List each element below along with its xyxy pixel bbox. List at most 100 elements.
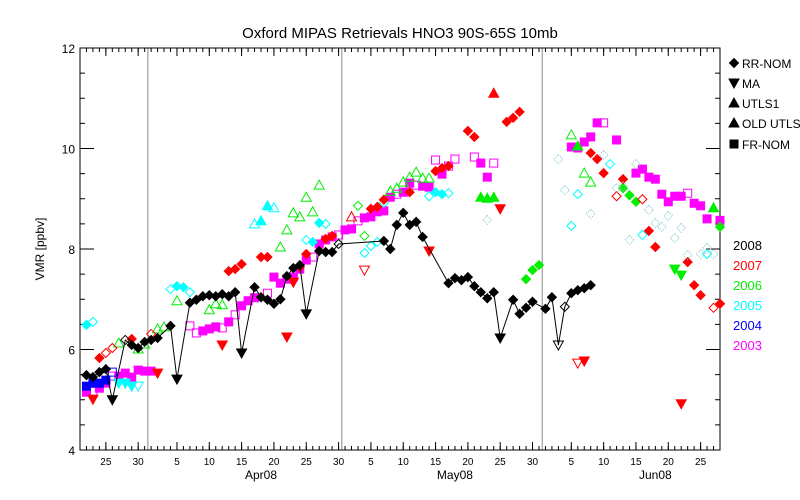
- diamond-marker: [708, 248, 719, 260]
- up-triangle-marker: [410, 166, 423, 177]
- diamond-marker: [663, 210, 674, 222]
- diamond-marker: [326, 246, 338, 258]
- square-marker: [482, 172, 492, 182]
- diamond-marker: [559, 301, 571, 312]
- diamond-marker: [359, 230, 370, 242]
- diamond-marker: [229, 263, 241, 275]
- down-triangle-marker: [235, 348, 248, 360]
- up-triangle-marker: [565, 128, 578, 140]
- diamond-marker: [695, 248, 706, 260]
- diamond-marker: [728, 57, 740, 69]
- year-legend-label: 2006: [733, 278, 762, 293]
- diamond-marker: [307, 236, 318, 248]
- square-marker: [424, 182, 434, 192]
- square-marker: [579, 137, 589, 147]
- series-unlabeled: [482, 149, 719, 261]
- diamond-marker: [120, 334, 131, 346]
- square-marker: [676, 191, 686, 201]
- diamond-marker: [313, 245, 325, 257]
- up-triangle-marker: [261, 199, 274, 211]
- up-triangle-marker: [313, 179, 326, 190]
- diamond-marker: [229, 287, 241, 298]
- axes: 4 6 8 10 12 25 30 5 10 15 20 25 30 5 10 15 20 25 30 5 10 15 20…: [62, 42, 721, 482]
- square-marker: [612, 135, 622, 145]
- year-legend-label: 2004: [733, 318, 762, 333]
- down-triangle-marker: [358, 265, 371, 277]
- diamond-marker: [223, 291, 234, 302]
- diamond-marker: [617, 182, 629, 194]
- legend: RR-NOM MA UTLS1 OLD UTLS FR-NOM 2008 2007 2006 2…: [728, 57, 800, 353]
- diamond-marker: [617, 180, 629, 192]
- diamond-marker: [359, 247, 370, 259]
- diamond-marker: [385, 243, 396, 255]
- up-triangle-marker: [728, 116, 740, 128]
- up-triangle-marker: [287, 206, 300, 218]
- diamond-marker: [650, 241, 661, 253]
- diamond-marker: [488, 287, 499, 298]
- down-triangle-marker: [151, 368, 164, 380]
- diamond-marker: [268, 298, 280, 309]
- up-triangle-marker: [397, 176, 410, 187]
- down-triangle-marker: [171, 374, 183, 386]
- series-2008: [81, 207, 596, 406]
- diamond-marker: [572, 189, 583, 200]
- diamond-marker: [301, 234, 312, 246]
- up-triangle-marker: [416, 172, 429, 183]
- up-triangle-marker: [216, 298, 229, 310]
- down-triangle-marker: [300, 309, 313, 320]
- square-marker: [729, 139, 739, 149]
- marker-legend-label: RR-NOM: [742, 57, 791, 71]
- diamond-marker: [533, 259, 545, 271]
- diamond-marker: [171, 280, 183, 292]
- marker-legend-label: OLD UTLS: [742, 117, 800, 131]
- diamond-marker: [262, 294, 273, 305]
- up-triangle-marker: [403, 171, 416, 182]
- diamond-marker: [617, 173, 629, 185]
- up-triangle-marker: [293, 210, 306, 222]
- diamond-marker: [301, 248, 312, 260]
- diamond-marker: [100, 363, 112, 375]
- x-month-label: May08: [437, 468, 473, 482]
- square-marker: [599, 118, 609, 128]
- diamond-marker: [553, 153, 564, 165]
- up-triangle-marker: [423, 172, 435, 183]
- diamond-marker: [637, 229, 648, 241]
- marker-legend-label: FR-NOM: [742, 138, 790, 152]
- x-tick-label: 5: [368, 457, 374, 468]
- diamond-marker: [566, 220, 577, 232]
- series-2005: [81, 158, 713, 393]
- diamond-marker: [469, 131, 480, 143]
- diamond-marker: [630, 158, 642, 170]
- diamond-marker: [378, 194, 390, 205]
- up-triangle-marker: [487, 191, 500, 202]
- square-marker: [347, 224, 357, 234]
- diamond-marker: [546, 292, 558, 303]
- plot-frame: [79, 47, 721, 451]
- diamond-marker: [598, 167, 609, 179]
- diamond-marker: [191, 294, 202, 305]
- diamond-marker: [701, 242, 713, 254]
- square-marker: [586, 132, 596, 142]
- down-triangle-marker: [281, 332, 293, 343]
- up-triangle-marker: [728, 96, 740, 108]
- diamond-marker: [585, 208, 596, 220]
- diamond-marker: [624, 234, 635, 246]
- y-tick-label: 4: [68, 444, 75, 458]
- x-tick-label: 25: [100, 457, 112, 468]
- year-legend-label: 2008: [733, 238, 762, 253]
- series-2003: [81, 118, 725, 397]
- diamond-marker: [598, 149, 609, 161]
- square-marker: [696, 201, 706, 211]
- square-marker: [431, 155, 441, 165]
- down-triangle-marker: [675, 399, 688, 410]
- diamond-marker: [714, 221, 726, 233]
- x-tick-label: 25: [695, 457, 707, 468]
- down-triangle-marker: [216, 340, 229, 352]
- x-tick-label: 10: [398, 457, 410, 468]
- y-tick-label: 10: [62, 143, 76, 157]
- square-marker: [127, 372, 137, 382]
- x-tick-label: 15: [430, 457, 442, 468]
- up-triangle-marker: [390, 182, 403, 193]
- diamond-marker: [559, 185, 571, 196]
- series-2006: [112, 128, 726, 354]
